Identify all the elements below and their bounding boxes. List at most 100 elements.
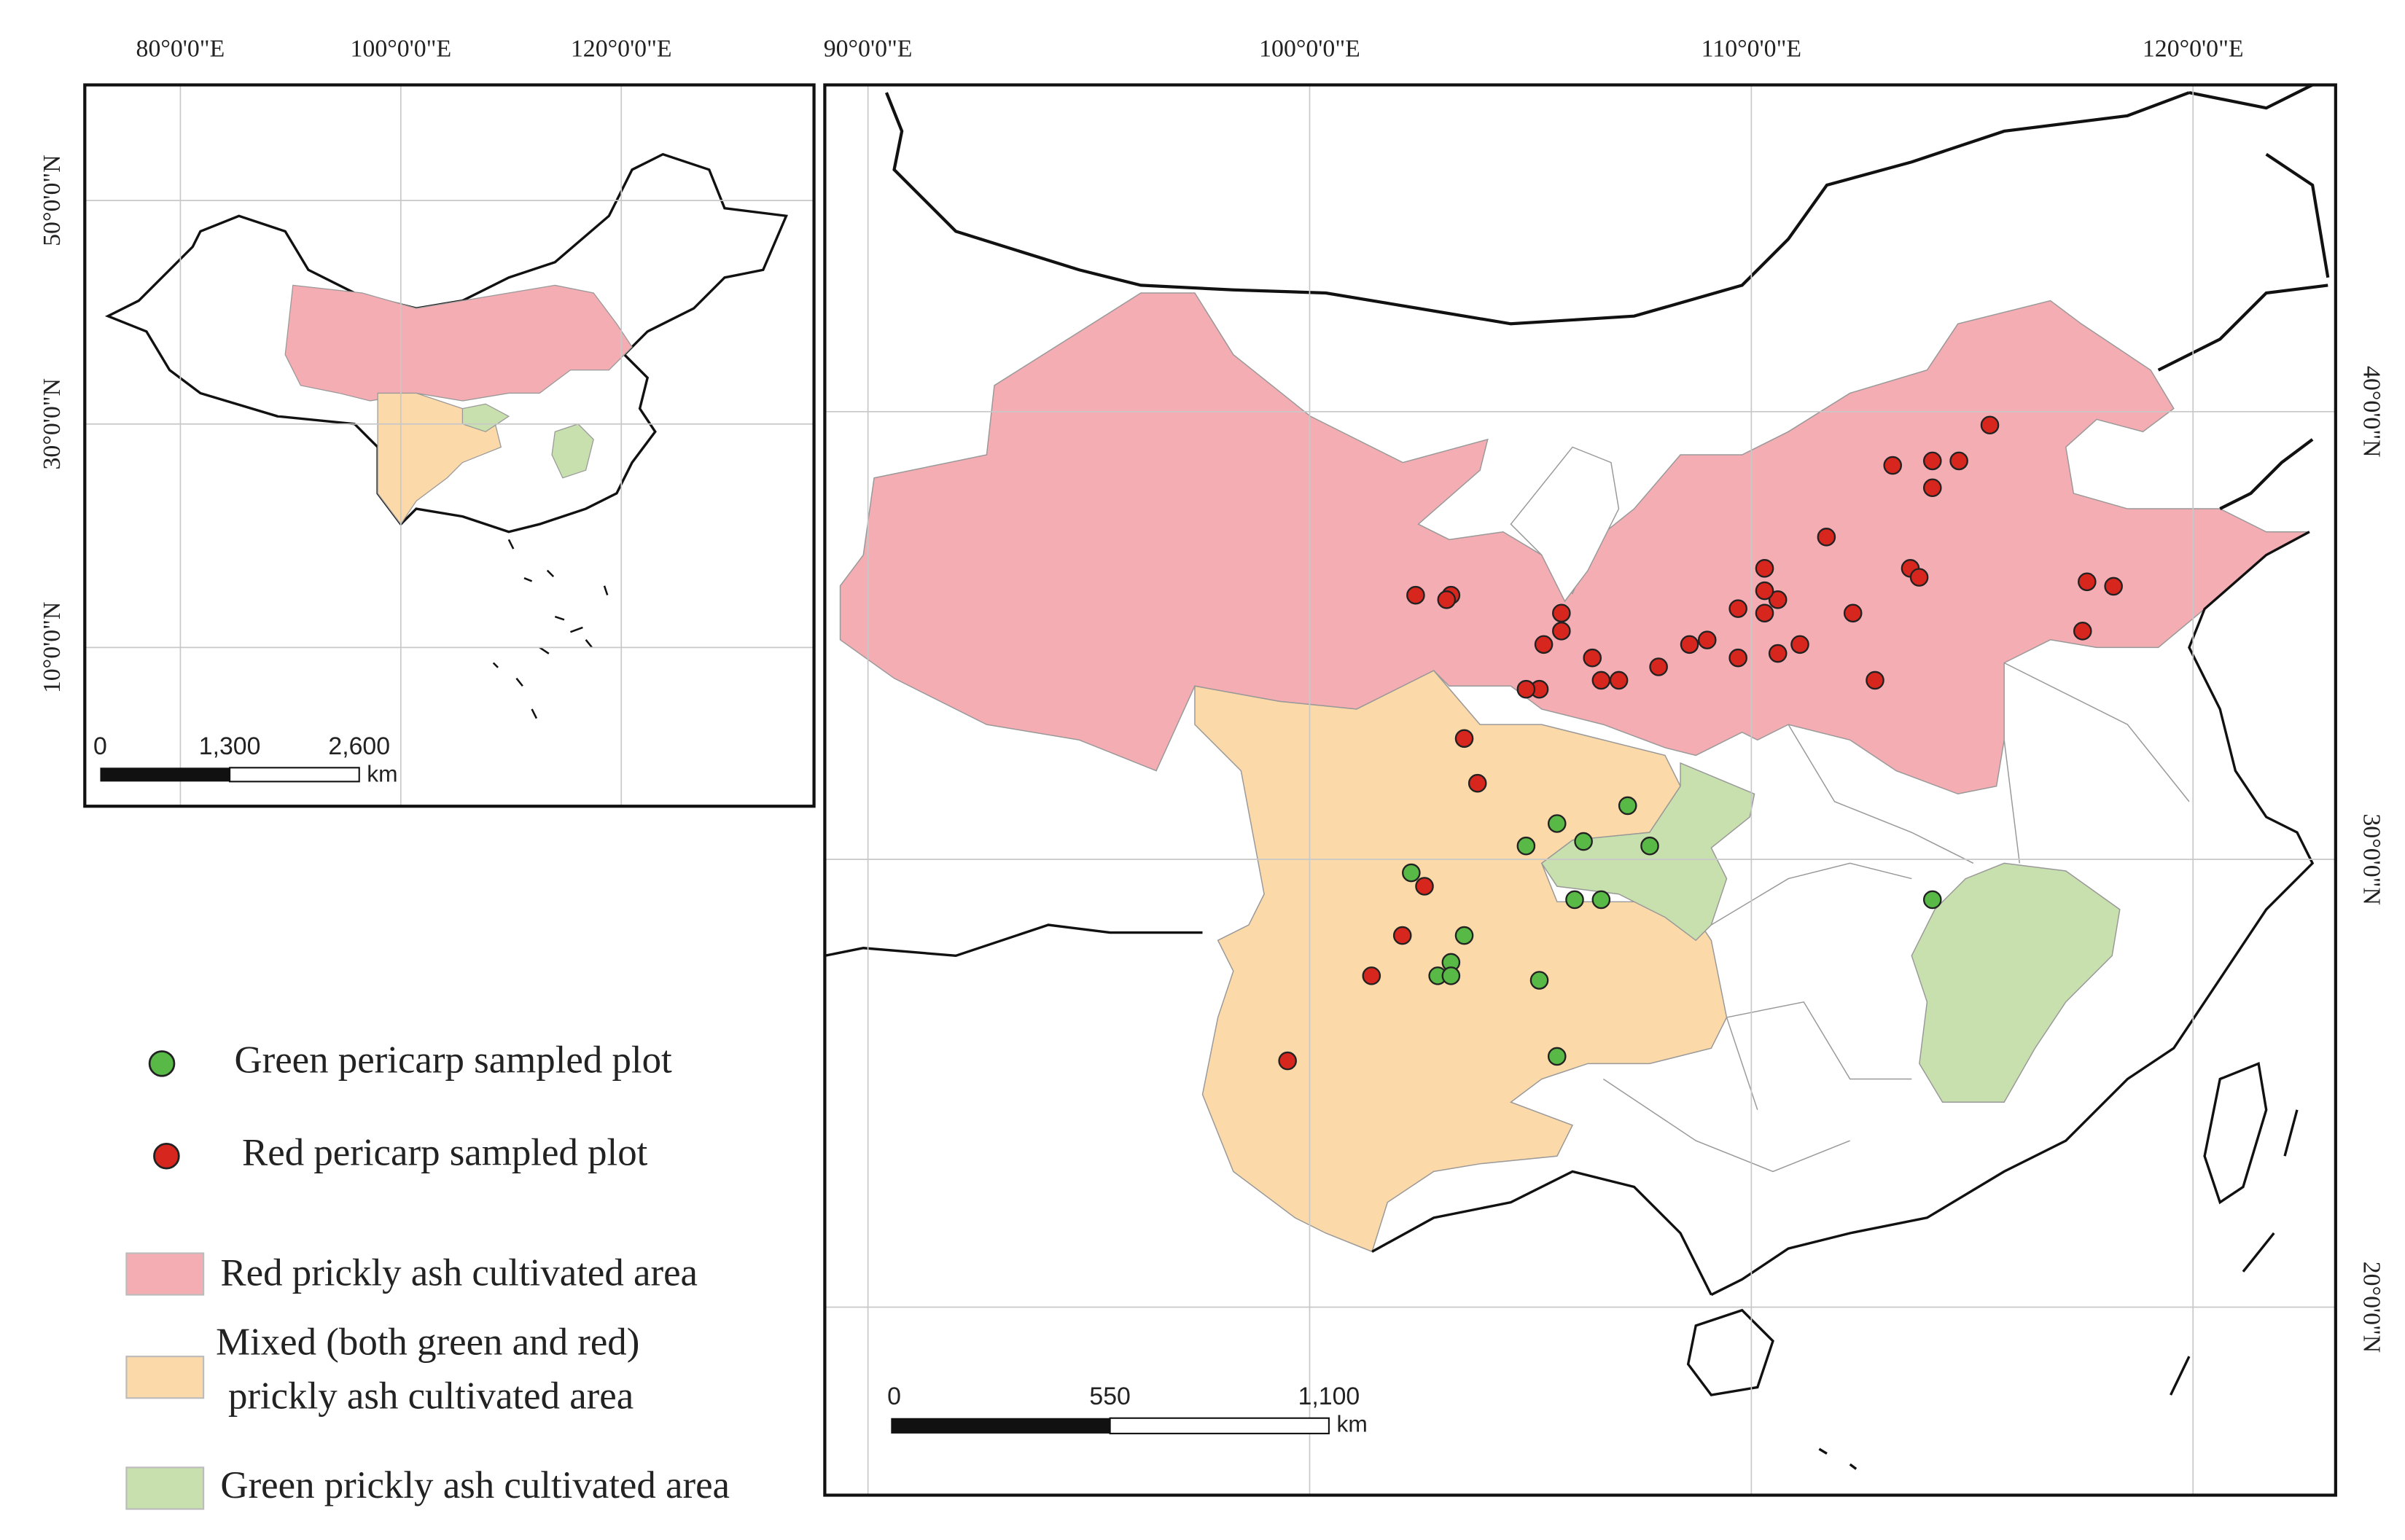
- main-grid: [825, 85, 2336, 1496]
- inset-frame: [83, 83, 816, 808]
- green-plot: [1454, 926, 1474, 945]
- legend-label: Red pericarp sampled plot: [242, 1131, 648, 1173]
- red-plot: [1768, 644, 1788, 663]
- lon-label: 110°0'0"E: [1702, 36, 1801, 63]
- lon-label: 120°0'0"E: [2143, 36, 2244, 63]
- scale-label: 0: [93, 732, 107, 760]
- red-plot: [1406, 585, 1425, 605]
- green-plot: [1565, 890, 1584, 910]
- green-plot: [1591, 890, 1611, 910]
- red-plot: [1516, 679, 1536, 699]
- red-plot: [1362, 966, 1381, 985]
- lon-label: 100°0'0"E: [350, 36, 451, 63]
- legend-swatch: [125, 1252, 205, 1296]
- coastline: [825, 531, 2315, 1297]
- legend-swatch: [153, 1142, 180, 1170]
- red-area: [284, 284, 633, 402]
- red-plot: [1768, 590, 1788, 609]
- legend-swatch: [148, 1050, 176, 1077]
- scale-label: 550: [1089, 1383, 1130, 1410]
- red-plot: [1278, 1051, 1297, 1071]
- scale-unit: km: [367, 760, 397, 786]
- red-plot: [1728, 648, 1747, 668]
- red-plot: [1467, 773, 1487, 793]
- red-plot: [1609, 671, 1629, 690]
- red-plot: [1922, 478, 1942, 498]
- legend: Green pericarp sampled plot Red pericarp…: [125, 1039, 730, 1510]
- inset-grid: [85, 85, 814, 807]
- lon-label: 100°0'0"E: [1259, 36, 1360, 63]
- lon-label: 80°0'0"E: [136, 36, 225, 63]
- legend-swatch: [125, 1356, 205, 1399]
- lat-label: 30°0'0"N: [2358, 813, 2385, 905]
- green-plot: [1516, 836, 1536, 856]
- sample-points: [1278, 415, 2123, 1071]
- scale-bar-light: [229, 767, 360, 783]
- green-plot: [1618, 796, 1637, 816]
- red-plot: [1843, 603, 1863, 623]
- green-plot: [1402, 863, 1421, 883]
- scale-label: 2,600: [328, 732, 390, 760]
- unsampled-region: [1510, 446, 1620, 603]
- scale-bar-dark: [891, 1418, 1110, 1434]
- green-plot: [1574, 832, 1593, 851]
- lat-label: 50°0'0"N: [39, 155, 66, 246]
- red-plot: [1866, 671, 1884, 690]
- scale-label: 0: [887, 1383, 901, 1410]
- red-plot: [1583, 648, 1602, 668]
- national-border: [885, 85, 2330, 510]
- lat-label: 20°0'0"N: [2358, 1262, 2385, 1353]
- green-plot: [1529, 971, 1549, 990]
- islands: [1686, 1062, 2299, 1470]
- main-map: [825, 85, 2330, 1470]
- red-plot: [2078, 572, 2097, 592]
- province-borders: [1602, 662, 2190, 1173]
- red-plot: [1949, 451, 1968, 471]
- red-plot: [1415, 877, 1434, 896]
- red-plot: [2073, 622, 2092, 641]
- lon-label: 90°0'0"E: [824, 36, 913, 63]
- legend-label: Green pericarp sampled plot: [234, 1039, 672, 1081]
- red-plot: [1552, 603, 1571, 623]
- red-plot: [1817, 528, 1836, 547]
- red-plot: [1909, 568, 1929, 587]
- legend-label: prickly ash cultivated area: [228, 1375, 634, 1417]
- green-area: [1911, 862, 2121, 1103]
- red-plot: [1552, 622, 1571, 641]
- red-plot: [1437, 590, 1457, 609]
- legend-label: Red prickly ash cultivated area: [220, 1251, 698, 1294]
- green-plot: [1441, 966, 1461, 985]
- red-plot: [1980, 415, 2000, 435]
- main-frame: [823, 83, 2337, 1497]
- red-plot: [1755, 559, 1774, 578]
- lat-label: 40°0'0"N: [2358, 366, 2385, 458]
- lat-label: 10°0'0"N: [39, 602, 66, 694]
- red-plot: [1883, 456, 1903, 475]
- scale-unit: km: [1336, 1411, 1367, 1437]
- red-plot: [1922, 451, 1942, 471]
- legend-swatch: [125, 1466, 205, 1510]
- red-plot: [1790, 635, 1809, 654]
- green-plot: [1922, 890, 1942, 910]
- red-plot: [1728, 599, 1747, 618]
- red-plot: [1392, 926, 1412, 945]
- red-plot: [1755, 581, 1774, 601]
- scale-bar-light: [1109, 1417, 1330, 1434]
- red-plot: [1680, 635, 1699, 654]
- legend-label: Mixed (both green and red): [216, 1321, 639, 1363]
- lat-label: 30°0'0"N: [39, 378, 66, 470]
- mixed-area: [1194, 670, 1728, 1253]
- scale-label: 1,300: [199, 732, 261, 760]
- red-plot: [1755, 603, 1774, 623]
- lon-label: 120°0'0"E: [571, 36, 672, 63]
- inset-map: [104, 152, 788, 719]
- red-plot: [2104, 576, 2123, 596]
- islands: [492, 539, 609, 719]
- red-plot: [1454, 729, 1474, 748]
- red-plot: [1649, 657, 1668, 676]
- legend-label: Green prickly ash cultivated area: [220, 1464, 730, 1506]
- green-plot: [1547, 814, 1567, 833]
- red-plot: [1697, 630, 1717, 649]
